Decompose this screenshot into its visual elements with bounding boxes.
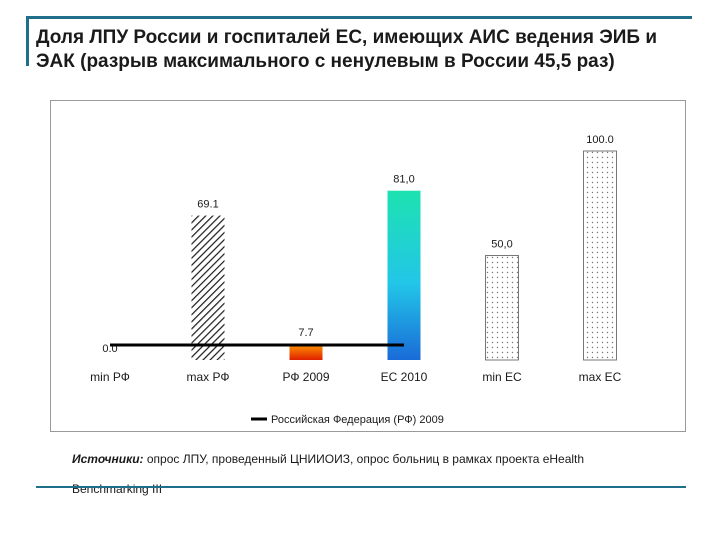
category-label-4: min ЕС bbox=[482, 370, 522, 384]
sources-note: Источники: опрос ЛПУ, проведенный ЦНИИОИ… bbox=[72, 444, 632, 504]
bar-1 bbox=[191, 215, 225, 360]
category-label-3: ЕС 2010 bbox=[381, 370, 428, 384]
bar-4 bbox=[485, 255, 519, 361]
footer-rule bbox=[36, 486, 686, 488]
data-label-5: 100.0 bbox=[586, 134, 614, 146]
data-label-1: 69.1 bbox=[197, 199, 218, 211]
slide-title: Доля ЛПУ России и госпиталей ЕС, имеющих… bbox=[36, 27, 658, 72]
sources-lead: Источники: bbox=[72, 452, 144, 466]
data-label-4: 50,0 bbox=[491, 239, 512, 251]
category-label-2: РФ 2009 bbox=[282, 370, 329, 384]
title-top-rule bbox=[26, 16, 692, 19]
title-accent-bar bbox=[26, 16, 29, 66]
category-label-1: max РФ bbox=[187, 370, 230, 384]
data-label-2: 7.7 bbox=[298, 327, 313, 339]
bar-2 bbox=[289, 343, 323, 360]
category-label-0: min РФ bbox=[90, 370, 130, 384]
bar-3 bbox=[387, 190, 421, 360]
legend-label: Российская Федерация (РФ) 2009 bbox=[271, 414, 444, 426]
chart-frame: 0.0 min РФ 69.1 max РФ 7.7 РФ 2009 81,0 ЕС 2010… bbox=[50, 100, 686, 432]
bar-5 bbox=[583, 150, 617, 361]
sources-text: опрос ЛПУ, проведенный ЦНИИОИЗ, опрос бо… bbox=[72, 452, 585, 496]
category-label-5: max ЕС bbox=[579, 370, 622, 384]
data-label-3: 81,0 bbox=[393, 174, 414, 186]
